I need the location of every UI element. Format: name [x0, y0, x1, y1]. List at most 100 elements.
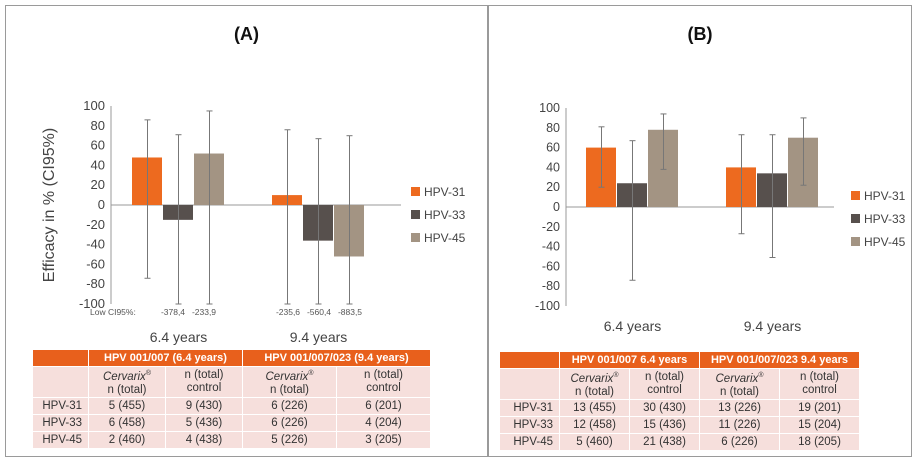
table-header-blank: [32, 349, 89, 367]
low-ci-value: -378,4: [161, 307, 185, 317]
table-subheader: Cervarix® n (total): [88, 366, 166, 398]
y-tick-label: 60: [91, 138, 105, 153]
table-cell: 5 (455): [88, 397, 166, 415]
legend-label: HPV-33: [864, 212, 906, 226]
legend-label: HPV-31: [864, 189, 906, 203]
subheader-line1: Cervarix: [103, 370, 146, 383]
table-cell: 15 (436): [629, 416, 700, 434]
table-cell: 4 (438): [165, 431, 243, 449]
y-tick-label: 0: [553, 200, 560, 214]
low-ci-value: -235,6: [276, 307, 300, 317]
table-group-header: HPV 001/007 (6.4 years): [88, 349, 243, 367]
table-cell: 15 (204): [779, 416, 860, 434]
row-label: HPV-33: [32, 414, 89, 432]
row-label: HPV-31: [32, 397, 89, 415]
table-subheader: Cervarix® n (total): [559, 368, 630, 400]
registered-mark: ®: [308, 370, 314, 378]
table-cell: 13 (226): [699, 399, 780, 417]
y-tick-label: 100: [83, 98, 105, 113]
y-tick-label: -40: [86, 237, 105, 252]
y-tick-label: 20: [91, 177, 105, 192]
legend-swatch: [851, 214, 860, 223]
table-subheader: n (total) control: [165, 366, 243, 398]
table-row: HPV-33 6 (458) 5 (436) 6 (226) 4 (204): [32, 414, 431, 432]
registered-mark: ®: [145, 370, 151, 378]
y-tick-label: -80: [542, 279, 560, 293]
y-tick-label: -40: [542, 240, 560, 254]
registered-mark: ®: [613, 372, 619, 380]
subheader-line2: n (total): [575, 385, 614, 398]
subheader-line2: control: [802, 384, 837, 396]
table-subheader-blank: [32, 366, 89, 398]
table-row: HPV-33 12 (458) 15 (436) 11 (226) 15 (204): [499, 416, 860, 434]
table-group-header: HPV 001/007/023 9.4 years: [699, 351, 860, 369]
table-cell: 13 (455): [559, 399, 630, 417]
low-ci-label: Low CI95%:: [90, 307, 136, 317]
table-cell: 6 (226): [242, 397, 337, 415]
panel-b-title: (B): [687, 24, 713, 44]
y-tick-label: 20: [546, 180, 560, 194]
subheader-line1: n (total): [184, 369, 224, 381]
table-header-blank: [499, 351, 560, 369]
table-subheader: n (total) control: [629, 368, 700, 400]
y-tick-label: -20: [86, 217, 105, 232]
table-cell: 12 (458): [559, 416, 630, 434]
panel-a: (A) -100 -80 -60 -40 -20 0 20 40 60 80 100 Efficacy…: [5, 5, 488, 457]
y-tick-label: -100: [79, 296, 105, 311]
table-subheader-blank: [499, 368, 560, 400]
y-tick-label: -100: [535, 299, 560, 313]
y-tick-label: -20: [542, 220, 560, 234]
legend-swatch: [851, 191, 860, 200]
y-tick-label: 80: [546, 121, 560, 135]
panel-b: (B) -100 -80 -60 -40 -20 0 20 40 60 80 100 6.4 year…: [488, 5, 912, 457]
table-cell: 21 (438): [629, 433, 700, 451]
table-group-header: HPV 001/007/023 (9.4 years): [242, 349, 431, 367]
subheader-line2: n (total): [107, 383, 147, 396]
table-row: HPV-31 13 (455) 30 (430) 13 (226) 19 (201): [499, 399, 860, 417]
chart-b: -100 -80 -60 -40 -20 0 20 40 60 80 100 6.4 years 9.4…: [535, 101, 906, 334]
subheader-line1: Cervarix: [570, 372, 614, 385]
x-category-label: 9.4 years: [290, 329, 348, 345]
table-cell: 6 (226): [242, 414, 337, 432]
table-subheader: n (total) control: [336, 366, 431, 398]
table-b: HPV 001/007 6.4 years HPV 001/007/023 9.4…: [499, 351, 860, 451]
table-cell: 4 (204): [336, 414, 431, 432]
y-tick-label: 60: [546, 141, 560, 155]
subheader-line2: n (total): [270, 383, 309, 396]
table-cell: 3 (205): [336, 431, 431, 449]
table-cell: 6 (226): [699, 433, 780, 451]
table-a: HPV 001/007 (6.4 years) HPV 001/007/023 (…: [32, 349, 431, 449]
y-tick-label: 80: [91, 118, 105, 133]
y-tick-label: 0: [98, 197, 105, 212]
legend-label: HPV-45: [424, 231, 466, 245]
subheader-line1: n (total): [645, 371, 684, 383]
table-cell: 9 (430): [165, 397, 243, 415]
subheader-line1: n (total): [800, 371, 839, 383]
low-ci-value: -560,4: [307, 307, 331, 317]
table-cell: 6 (458): [88, 414, 166, 432]
table-group-header: HPV 001/007 6.4 years: [559, 351, 700, 369]
x-category-label: 9.4 years: [744, 318, 802, 334]
table-subheader: Cervarix® n (total): [699, 368, 780, 400]
y-tick-label: -60: [542, 259, 560, 273]
subheader-line2: control: [647, 384, 682, 396]
row-label: HPV-31: [499, 399, 560, 417]
table-cell: 11 (226): [699, 416, 780, 434]
y-tick-label: 40: [91, 157, 105, 172]
subheader-line2: n (total): [720, 385, 759, 398]
y-axis-label: Efficacy in % (CI95%): [41, 128, 58, 282]
low-ci-value: -233,9: [192, 307, 216, 317]
table-cell: 5 (436): [165, 414, 243, 432]
table-cell: 19 (201): [779, 399, 860, 417]
legend-label: HPV-31: [424, 185, 466, 199]
panel-a-title: (A): [234, 24, 259, 44]
subheader-line2: control: [186, 382, 222, 394]
table-cell: 5 (226): [242, 431, 337, 449]
row-label: HPV-33: [499, 416, 560, 434]
row-label: HPV-45: [32, 431, 89, 449]
legend-swatch: [411, 233, 420, 242]
x-category-label: 6.4 years: [150, 329, 208, 345]
legend-swatch: [851, 237, 860, 246]
legend-label: HPV-45: [864, 235, 906, 249]
y-tick-label: 100: [539, 101, 560, 115]
